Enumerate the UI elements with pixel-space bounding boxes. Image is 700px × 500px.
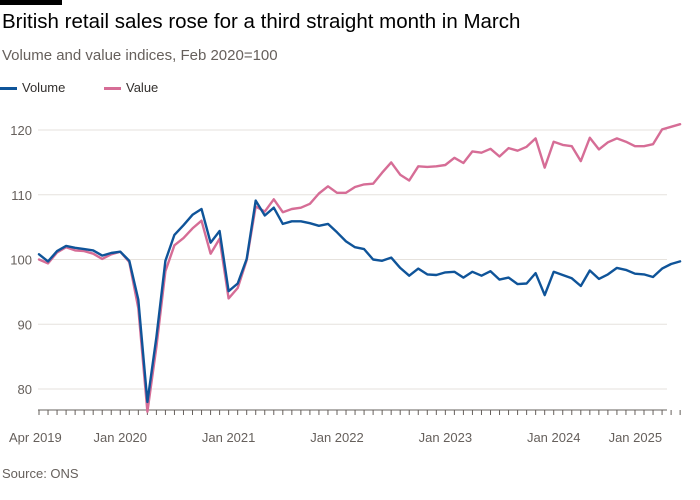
series-line-volume bbox=[37, 199, 682, 404]
y-tick-label: 90 bbox=[18, 317, 32, 332]
legend-label-value: Value bbox=[126, 80, 159, 95]
x-axis: Apr 2019 Jan 2020 Jan 2021 Jan 2022 Jan 2023… bbox=[9, 409, 681, 445]
y-tick-label: 110 bbox=[11, 188, 32, 203]
legend-label-volume: Volume bbox=[22, 80, 66, 95]
x-tick-label: Jan 2025 bbox=[609, 430, 663, 445]
source-note: Source: ONS bbox=[2, 466, 79, 481]
series-line-value bbox=[37, 122, 682, 413]
y-axis: 80 90 100 110 120 bbox=[10, 123, 32, 397]
brand-bar bbox=[0, 0, 62, 5]
legend-swatch-volume bbox=[0, 87, 17, 90]
grid bbox=[38, 129, 667, 390]
x-tick-label: Apr 2019 bbox=[9, 430, 62, 445]
legend-swatch-value bbox=[104, 87, 121, 90]
x-tick-label: Jan 2022 bbox=[310, 430, 364, 445]
x-tick-label: Jan 2021 bbox=[202, 430, 256, 445]
x-tick-label: Jan 2020 bbox=[94, 430, 148, 445]
y-tick-label: 80 bbox=[18, 382, 32, 397]
y-tick-label: 100 bbox=[10, 253, 32, 268]
chart-title: British retail sales rose for a third st… bbox=[2, 10, 521, 33]
chart-subtitle: Volume and value indices, Feb 2020=100 bbox=[2, 47, 278, 64]
y-tick-label: 120 bbox=[10, 123, 32, 138]
series-lines bbox=[37, 122, 682, 413]
x-tick-label: Jan 2024 bbox=[527, 430, 581, 445]
x-tick-label: Jan 2023 bbox=[419, 430, 473, 445]
